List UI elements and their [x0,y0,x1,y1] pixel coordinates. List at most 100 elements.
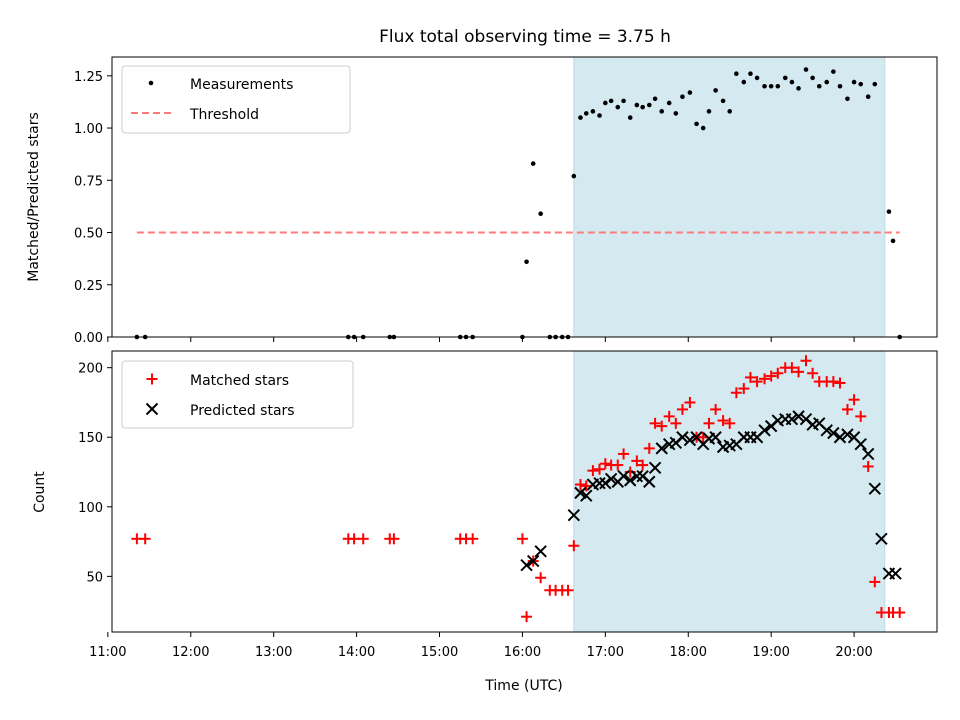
legend-plus-marker [146,373,158,385]
measurement-point [621,98,626,104]
predicted-star-point [792,410,805,423]
measurement-point [831,69,836,74]
matched-star-point [649,417,661,429]
legend-measurements-label: Measurements [190,77,293,93]
measurement-point [608,98,614,104]
predicted-star-point [875,532,888,546]
measurement-point [851,79,857,85]
measurement-point [646,102,652,108]
measurement-point [597,113,602,118]
top-axes-frame [111,56,938,338]
measurement-point [713,88,718,93]
top-y-ticks: 0.00 0.25 0.50 0.75 1.00 1.25 [74,70,112,346]
measurement-point [583,111,589,116]
measurement-point [538,211,543,217]
measurement-point [571,173,577,179]
y-tick-label: 50 [86,570,103,585]
x-tick-label: 16:00 [504,645,541,660]
measurement-point [673,111,679,116]
matched-star-point [656,420,668,432]
matched-star-point [710,403,722,415]
y-tick-label: 200 [78,362,103,377]
matched-star-point [388,533,400,545]
predicted-star-point [617,469,630,483]
x-tick-label: 17:00 [587,645,624,660]
y-tick-label: 1.00 [74,122,103,137]
measurement-point [748,71,753,77]
matched-star-point [670,417,682,429]
matched-star-point [765,370,777,382]
top-legend: Measurements Threshold [121,65,351,134]
predicted-star-point [758,424,771,437]
matched-star-point [786,362,798,374]
predicted-star-point [526,554,540,568]
predicted-star-point [604,472,618,486]
measurement-point [652,96,658,102]
x-tick-label: 14:00 [338,645,375,660]
measurement-point [789,79,795,85]
measurement-point [706,109,712,114]
measurement-point [659,109,665,114]
matched-star-point [827,376,839,388]
matched-star-point [580,480,592,492]
matched-star-point [862,460,874,472]
x-tick-label: 11:00 [89,645,126,660]
measurement-point [720,98,726,104]
measurement-point [687,90,693,95]
bottom-legend: Matched stars Predicted stars [121,360,354,429]
measurement-point [886,209,892,214]
measurement-point [680,94,685,100]
chart-title: Flux total observing time = 3.75 h [379,27,671,47]
y-tick-label: 150 [78,431,103,446]
predicted-star-point [630,469,644,483]
predicted-star-point [655,442,668,455]
predicted-star-point [827,426,840,440]
matched-star-point [631,455,643,467]
predicted-stars-points [520,410,902,580]
predicted-star-point [624,474,637,487]
matched-star-point [521,611,533,623]
predicted-star-point [580,489,593,502]
legend-measurements-marker [148,80,154,86]
x-tick-label: 20:00 [835,645,872,660]
predicted-star-point [861,447,875,461]
measurement-point [727,109,733,114]
matched-star-point [724,417,736,429]
matched-star-point [599,458,611,470]
predicted-star-point [889,567,902,580]
measurement-point [890,238,896,244]
matched-star-point [139,533,151,545]
top-y-axis-label: Matched/Predicted stars [26,112,42,282]
y-tick-label: 100 [78,501,103,516]
matched-star-point [587,465,599,477]
measurement-point [816,83,822,89]
bottom-axes-frame [111,350,938,633]
predicted-star-point [854,437,867,451]
matched-star-point [637,459,649,471]
y-tick-label: 0.50 [74,227,103,242]
y-tick-label: 0.25 [74,279,103,294]
matched-star-point [618,448,630,460]
bottom-panel: 50 100 150 200 11:00 12:00 13:00 14:00 15:00 16:… [32,350,938,694]
bottom-y-ticks: 50 100 150 200 [78,362,112,585]
predicted-star-point [648,461,662,475]
predicted-star-point [643,475,656,488]
x-tick-label: 15:00 [421,645,458,660]
measurement-point [524,259,529,265]
measurement-point [775,83,781,89]
predicted-star-point [599,476,612,490]
measurement-point [694,121,699,127]
predicted-star-point [520,559,533,572]
predicted-star-point [841,428,854,441]
legend-predicted-marker [145,402,159,416]
measurement-point [530,161,536,166]
matched-star-point [834,377,846,389]
matched-star-point [643,442,655,454]
matched-star-point [841,403,853,415]
measurement-point [590,109,596,114]
top-x-ticks [107,337,855,342]
bottom-x-ticks: 11:00 12:00 13:00 14:00 15:00 16:00 17:00 18:00… [89,632,873,660]
matched-star-point [894,607,906,619]
y-tick-label: 1.25 [74,70,103,85]
